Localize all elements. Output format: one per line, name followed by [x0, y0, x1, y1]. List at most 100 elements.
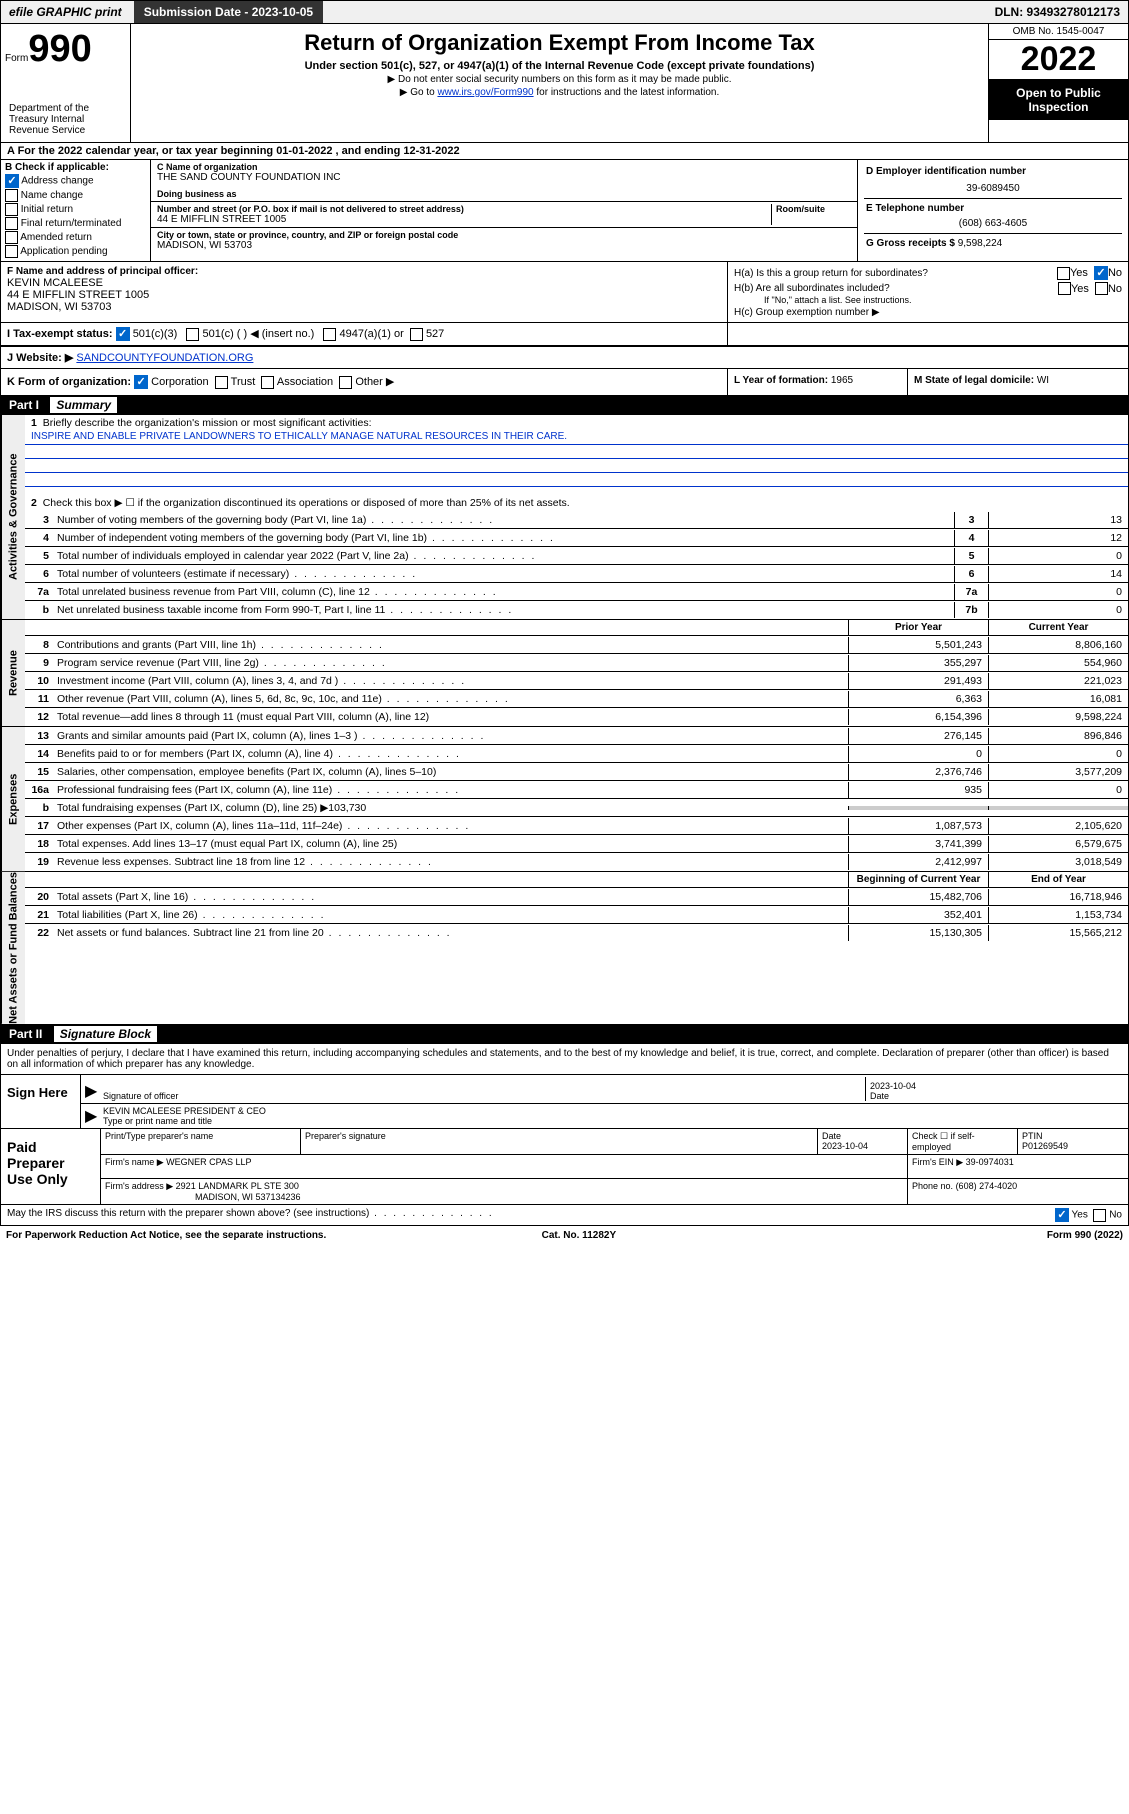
box-k: K Form of organization: ✓ Corporation Tr…	[1, 369, 728, 395]
box-m: M State of legal domicile: WI	[908, 369, 1128, 395]
summary-revenue: Revenue Prior Year Current Year 8Contrib…	[0, 620, 1129, 727]
check-application-pending[interactable]: Application pending	[5, 245, 146, 258]
preparer-header-row: Print/Type preparer's name Preparer's si…	[101, 1129, 1128, 1155]
phone: (608) 663-4605	[866, 218, 1120, 229]
line-19: 19Revenue less expenses. Subtract line 1…	[25, 853, 1128, 871]
check-final-return[interactable]: Final return/terminated	[5, 217, 146, 230]
firm-phone: (608) 274-4020	[956, 1181, 1018, 1191]
checkbox-icon[interactable]	[323, 328, 336, 341]
instruction-2: ▶ Go to www.irs.gov/Form990 for instruct…	[137, 87, 982, 98]
form-header: Form990 Department of the Treasury Inter…	[0, 24, 1129, 143]
check-name-change[interactable]: Name change	[5, 189, 146, 202]
checkmark-icon[interactable]: ✓	[134, 375, 148, 389]
line-4: 4Number of independent voting members of…	[25, 529, 1128, 547]
line-20: 20Total assets (Part X, line 16)15,482,7…	[25, 888, 1128, 906]
form-subtitle: Under section 501(c), 527, or 4947(a)(1)…	[137, 60, 982, 72]
summary-governance: Activities & Governance 1 Briefly descri…	[0, 415, 1129, 620]
row-fh: F Name and address of principal officer:…	[0, 262, 1129, 323]
footer-form: Form 990 (2022)	[1047, 1230, 1123, 1241]
checkmark-icon[interactable]: ✓	[1094, 266, 1108, 280]
header-center: Return of Organization Exempt From Incom…	[131, 24, 988, 142]
line-1: 1 Briefly describe the organization's mi…	[25, 415, 1128, 431]
line-2: 2 Check this box ▶ ☐ if the organization…	[25, 495, 1128, 511]
footer-left: For Paperwork Reduction Act Notice, see …	[6, 1230, 326, 1241]
box-g: G Gross receipts $ 9,598,224	[864, 234, 1122, 253]
checkbox-icon[interactable]	[1057, 267, 1070, 280]
city-cell: City or town, state or province, country…	[151, 228, 857, 253]
checkbox-icon[interactable]	[186, 328, 199, 341]
checkbox-icon	[5, 231, 18, 244]
line-22: 22Net assets or fund balances. Subtract …	[25, 924, 1128, 942]
officer-name-title: KEVIN MCALEESE PRESIDENT & CEO	[103, 1106, 1124, 1116]
checkbox-icon[interactable]	[1058, 282, 1071, 295]
checkmark-icon[interactable]: ✓	[116, 327, 130, 341]
irs-discuss-row: May the IRS discuss this return with the…	[0, 1205, 1129, 1226]
org-name: THE SAND COUNTY FOUNDATION INC	[157, 172, 851, 183]
line-10: 10Investment income (Part VIII, column (…	[25, 672, 1128, 690]
gross-receipts: 9,598,224	[958, 238, 1003, 249]
line-9: 9Program service revenue (Part VIII, lin…	[25, 654, 1128, 672]
line-8: 8Contributions and grants (Part VIII, li…	[25, 636, 1128, 654]
dln-label: DLN: 93493278012173	[987, 1, 1128, 23]
checkbox-icon[interactable]	[339, 376, 352, 389]
box-h: H(a) Is this a group return for subordin…	[728, 262, 1128, 322]
line-3: 3Number of voting members of the governi…	[25, 511, 1128, 529]
header-right: OMB No. 1545-0047 2022 Open to Public In…	[988, 24, 1128, 142]
arrow-icon: ▶	[85, 1106, 99, 1126]
checkbox-icon[interactable]	[1093, 1209, 1106, 1222]
tab-governance: Activities & Governance	[1, 415, 25, 619]
topbar: efile GRAPHIC print Submission Date - 20…	[0, 0, 1129, 24]
website-link[interactable]: SANDCOUNTYFOUNDATION.ORG	[76, 352, 253, 364]
checkbox-icon	[5, 245, 18, 258]
line-18: 18Total expenses. Add lines 13–17 (must …	[25, 835, 1128, 853]
firm-name-row: Firm's name ▶ WEGNER CPAS LLP Firm's EIN…	[101, 1155, 1128, 1179]
line-7b: bNet unrelated business taxable income f…	[25, 601, 1128, 619]
form-label: Form	[5, 53, 28, 64]
line-15: 15Salaries, other compensation, employee…	[25, 763, 1128, 781]
submission-date-button[interactable]: Submission Date - 2023-10-05	[134, 1, 323, 23]
firm-address-row: Firm's address ▶ 2921 LANDMARK PL STE 30…	[101, 1179, 1128, 1204]
paid-preparer-label: Paid Preparer Use Only	[1, 1129, 101, 1204]
instruction-1: ▶ Do not enter social security numbers o…	[137, 74, 982, 85]
box-i: I Tax-exempt status: ✓ 501(c)(3) 501(c) …	[1, 323, 728, 346]
instr2-post: for instructions and the latest informat…	[534, 87, 720, 98]
checkmark-icon[interactable]: ✓	[1055, 1208, 1069, 1222]
checkmark-icon: ✓	[5, 174, 19, 188]
line-16a: 16aProfessional fundraising fees (Part I…	[25, 781, 1128, 799]
line-17: 17Other expenses (Part IX, column (A), l…	[25, 817, 1128, 835]
line-14: 14Benefits paid to or for members (Part …	[25, 745, 1128, 763]
dept-label: Department of the Treasury Internal Reve…	[5, 101, 126, 138]
row-klm: K Form of organization: ✓ Corporation Tr…	[0, 369, 1129, 396]
box-d: D Employer identification number 39-6089…	[864, 162, 1122, 199]
footer: For Paperwork Reduction Act Notice, see …	[0, 1226, 1129, 1245]
officer-name: KEVIN MCALEESE	[7, 277, 721, 289]
checkbox-icon	[5, 217, 18, 230]
check-initial-return[interactable]: Initial return	[5, 203, 146, 216]
efile-label: efile GRAPHIC print	[1, 3, 130, 21]
form-title: Return of Organization Exempt From Incom…	[137, 30, 982, 56]
omb-number: OMB No. 1545-0047	[989, 24, 1128, 40]
checkbox-icon	[5, 203, 18, 216]
city-address: MADISON, WI 53703	[157, 240, 851, 251]
checkbox-icon[interactable]	[215, 376, 228, 389]
line-11: 11Other revenue (Part VIII, column (A), …	[25, 690, 1128, 708]
ein: 39-6089450	[866, 183, 1120, 194]
check-amended-return[interactable]: Amended return	[5, 231, 146, 244]
arrow-icon: ▶	[85, 1081, 99, 1101]
street-address: 44 E MIFFLIN STREET 1005	[157, 214, 771, 225]
line-7a: 7aTotal unrelated business revenue from …	[25, 583, 1128, 601]
firm-name: WEGNER CPAS LLP	[166, 1157, 251, 1167]
box-c: C Name of organization THE SAND COUNTY F…	[151, 160, 858, 261]
box-f: F Name and address of principal officer:…	[1, 262, 728, 322]
irs-link[interactable]: www.irs.gov/Form990	[437, 87, 533, 98]
checkbox-icon[interactable]	[1095, 282, 1108, 295]
checkbox-icon[interactable]	[410, 328, 423, 341]
tab-expenses: Expenses	[1, 727, 25, 871]
mission-text: INSPIRE AND ENABLE PRIVATE LANDOWNERS TO…	[25, 431, 1128, 445]
sign-here-label: Sign Here	[1, 1075, 81, 1128]
form-number: 990	[28, 28, 91, 70]
checkbox-icon[interactable]	[261, 376, 274, 389]
box-b: B Check if applicable: ✓ Address change …	[1, 160, 151, 261]
check-address-change[interactable]: ✓ Address change	[5, 174, 146, 188]
perjury-text: Under penalties of perjury, I declare th…	[0, 1044, 1129, 1075]
